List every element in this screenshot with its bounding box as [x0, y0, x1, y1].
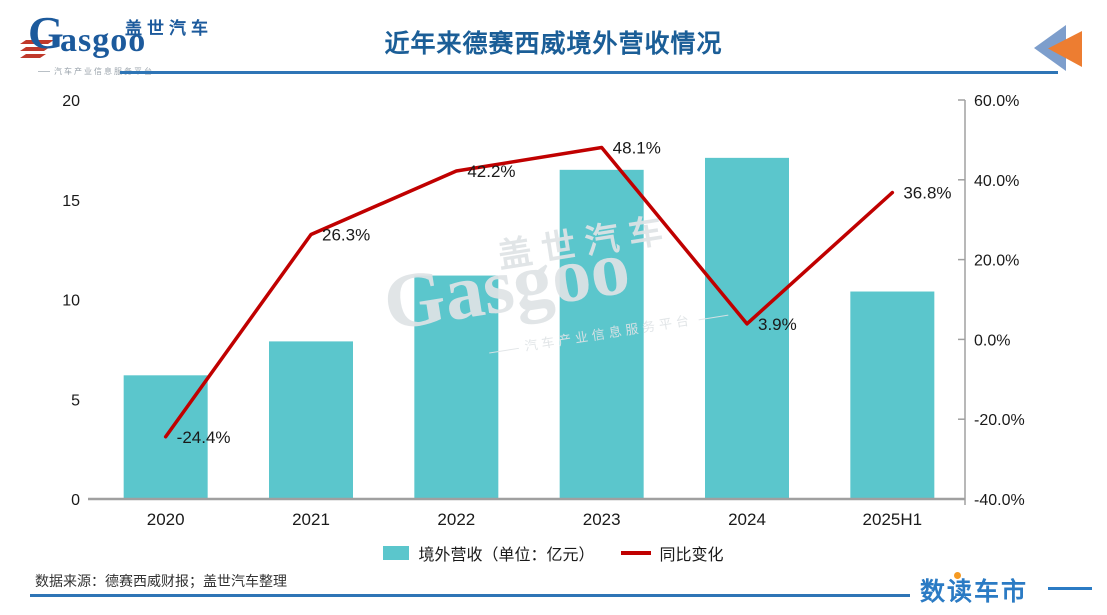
shudu-cheshi-brand: 数读车市 — [920, 572, 1028, 608]
chart-legend: 境外营收（单位：亿元） 同比变化 — [0, 541, 1107, 565]
yoy-label-2023: 48.1% — [613, 138, 661, 157]
gasgoo-logo: G asgoo 盖世汽车 汽车产业信息服务平台 — [20, 10, 230, 78]
gasgoo-logo-tagline: 汽车产业信息服务平台 — [34, 66, 174, 77]
bar-2025H1 — [850, 291, 935, 499]
x-axis-label-2020: 2020 — [147, 510, 185, 529]
legend-item-bar: 境外营收（单位：亿元） — [383, 541, 595, 565]
bar-2021 — [269, 341, 353, 499]
legend-line-swatch — [620, 551, 651, 555]
x-axis-label-2024: 2024 — [728, 510, 766, 529]
gasgoo-logo-stripes-icon — [20, 40, 54, 58]
x-axis-label-2021: 2021 — [292, 510, 330, 529]
right-axis-tick-label: 60.0% — [974, 93, 1019, 110]
legend-bar-label: 境外营收（单位：亿元） — [418, 547, 595, 564]
yoy-label-2021: 26.3% — [322, 225, 370, 244]
left-axis-tick-label: 5 — [71, 392, 80, 409]
legend-bar-swatch — [383, 546, 410, 560]
legend-item-line: 同比变化 — [620, 541, 724, 565]
yoy-label-2022: 42.2% — [467, 162, 515, 181]
left-axis-tick-label: 0 — [71, 492, 80, 509]
yoy-label-2025H1: 36.8% — [903, 184, 951, 203]
brand-orange-dot-icon — [954, 572, 961, 579]
double-triangle-icon — [1034, 25, 1082, 71]
right-axis-tick-label: 40.0% — [974, 173, 1019, 190]
right-axis-tick-label: -40.0% — [974, 492, 1025, 509]
x-axis-label-2022: 2022 — [437, 510, 475, 529]
yoy-label-2020: -24.4% — [177, 428, 231, 447]
yoy-line — [163, 145, 895, 439]
legend-line-label: 同比变化 — [659, 547, 724, 564]
footer-divider — [30, 594, 910, 597]
left-axis-tick-label: 10 — [62, 293, 80, 310]
gasgoo-logo-row: G asgoo 盖世汽车 — [20, 10, 230, 64]
bar-2022 — [414, 275, 499, 499]
right-axis-tick-label: 0.0% — [974, 332, 1010, 349]
brand-text: 数读车市 — [920, 578, 1029, 606]
bar-2024 — [705, 157, 789, 500]
data-source-note: 数据来源：德赛西威财报；盖世汽车整理 — [35, 573, 287, 589]
right-axis-tick-label: -20.0% — [974, 412, 1025, 429]
bar-2023 — [559, 169, 644, 499]
yoy-label-2024: 3.9% — [758, 315, 797, 334]
left-axis-tick-label: 15 — [62, 193, 80, 210]
page-title: 近年来德赛西威境外营收情况 — [384, 30, 723, 58]
brand-right-dash — [1048, 587, 1092, 590]
right-axis-tick-label: 20.0% — [974, 253, 1019, 270]
gasgoo-logo-text: asgoo — [60, 22, 147, 59]
x-axis-label-2025H1: 2025H1 — [863, 510, 923, 529]
header-divider — [120, 71, 1058, 74]
x-axis-label-2023: 2023 — [583, 510, 621, 529]
gasgoo-logo-chinese: 盖世汽车 — [125, 19, 213, 38]
left-axis-tick-label: 20 — [62, 93, 80, 110]
gasgoo-g-mark: G — [28, 7, 64, 58]
